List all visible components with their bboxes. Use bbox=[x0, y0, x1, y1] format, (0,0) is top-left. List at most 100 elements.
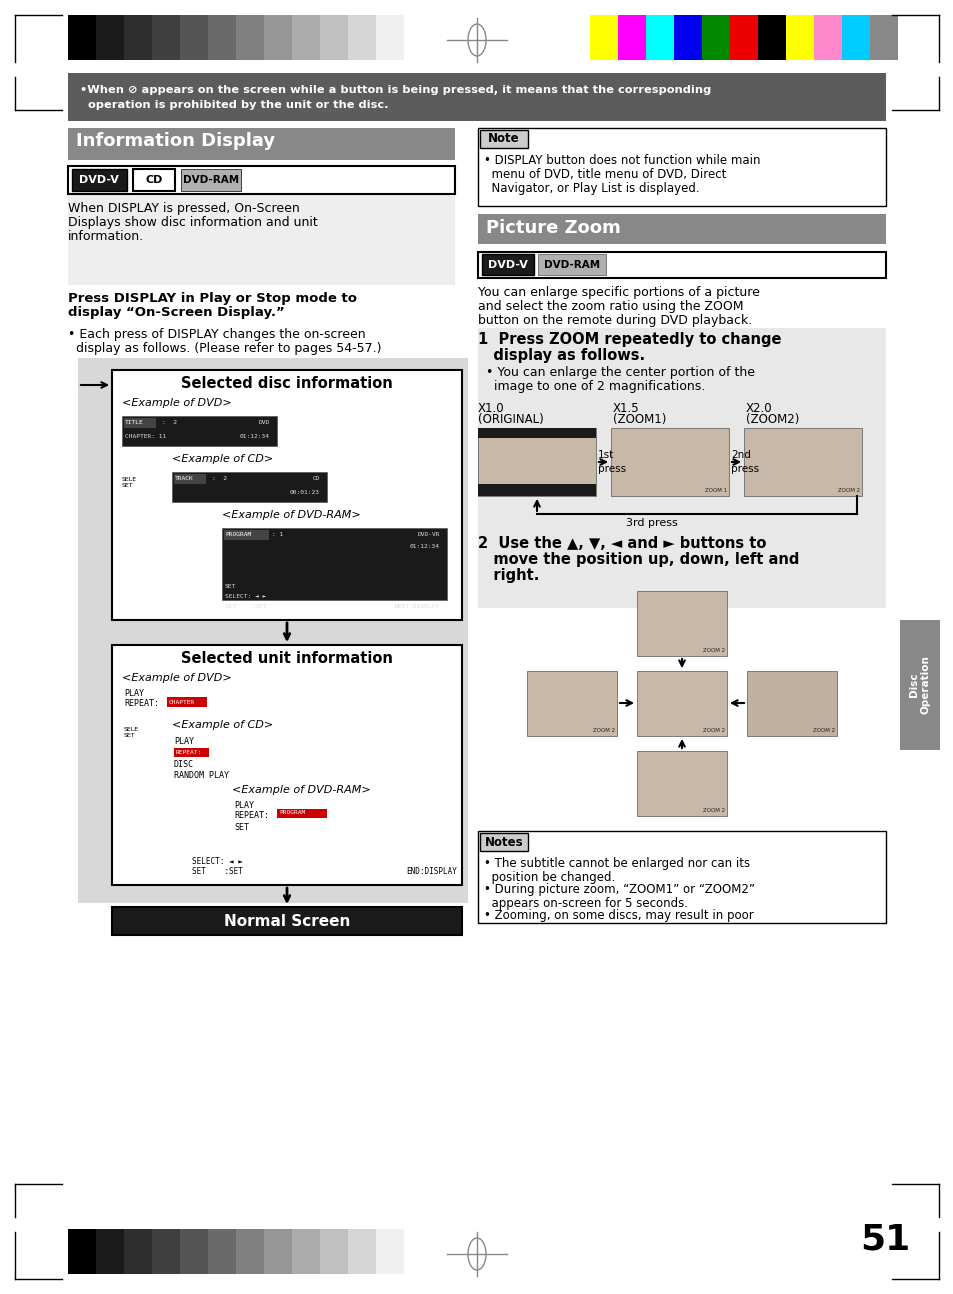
Text: X2.0: X2.0 bbox=[745, 402, 772, 415]
Bar bbox=[899, 620, 939, 751]
Bar bbox=[68, 72, 885, 122]
Bar bbox=[813, 16, 841, 60]
Text: X1.0: X1.0 bbox=[477, 402, 504, 415]
Bar bbox=[348, 1229, 375, 1275]
Text: move the position up, down, left and: move the position up, down, left and bbox=[477, 553, 799, 567]
Bar bbox=[152, 16, 180, 60]
Text: menu of DVD, title menu of DVD, Direct: menu of DVD, title menu of DVD, Direct bbox=[483, 168, 725, 181]
Text: ZOOM 2: ZOOM 2 bbox=[702, 727, 724, 732]
Text: Press DISPLAY in Play or Stop mode to: Press DISPLAY in Play or Stop mode to bbox=[68, 292, 356, 305]
Text: 1  Press ZOOM repeatedly to change: 1 Press ZOOM repeatedly to change bbox=[477, 333, 781, 347]
Bar bbox=[477, 327, 885, 608]
Text: SET    :SET: SET :SET bbox=[192, 867, 243, 876]
Bar bbox=[479, 129, 527, 148]
Bar bbox=[375, 16, 403, 60]
Text: REPEAT:: REPEAT: bbox=[124, 699, 159, 708]
Bar bbox=[526, 672, 617, 736]
Text: DISC: DISC bbox=[173, 760, 193, 769]
Text: : 1: : 1 bbox=[272, 533, 283, 537]
Bar bbox=[172, 472, 327, 502]
Text: <Example of DVD>: <Example of DVD> bbox=[122, 399, 232, 408]
Text: REPEAT:: REPEAT: bbox=[233, 811, 269, 820]
Bar bbox=[180, 1229, 208, 1275]
Bar bbox=[235, 16, 264, 60]
Bar bbox=[477, 214, 885, 245]
Text: SELECT: ◄ ►: SELECT: ◄ ► bbox=[225, 594, 266, 599]
Text: 01:12:34: 01:12:34 bbox=[410, 543, 439, 549]
Text: • Each press of DISPLAY changes the on-screen: • Each press of DISPLAY changes the on-s… bbox=[68, 327, 365, 342]
Text: 2nd: 2nd bbox=[730, 450, 750, 459]
Text: Navigator, or Play List is displayed.: Navigator, or Play List is displayed. bbox=[483, 182, 699, 195]
Bar bbox=[637, 672, 726, 736]
Text: PLAY: PLAY bbox=[173, 738, 193, 747]
Text: 3rd press: 3rd press bbox=[625, 518, 677, 528]
Text: appears on-screen for 5 seconds.: appears on-screen for 5 seconds. bbox=[483, 897, 687, 910]
Text: Selected unit information: Selected unit information bbox=[181, 651, 393, 666]
Text: You can enlarge specific portions of a picture: You can enlarge specific portions of a p… bbox=[477, 286, 760, 299]
Text: SET    :SET: SET :SET bbox=[225, 603, 266, 608]
Text: <Example of CD>: <Example of CD> bbox=[172, 454, 273, 465]
Text: X1.5: X1.5 bbox=[613, 402, 639, 415]
Text: SELECT: ◄ ►: SELECT: ◄ ► bbox=[192, 857, 243, 866]
Text: display as follows.: display as follows. bbox=[477, 348, 644, 364]
Text: right.: right. bbox=[477, 568, 538, 584]
Bar bbox=[124, 418, 156, 428]
Text: SELE
SET: SELE SET bbox=[124, 727, 139, 738]
Text: information.: information. bbox=[68, 230, 144, 243]
Text: SELE
SET: SELE SET bbox=[122, 477, 137, 488]
Bar bbox=[477, 428, 596, 437]
Text: (ORIGINAL): (ORIGINAL) bbox=[477, 413, 543, 426]
Text: •When ⊘ appears on the screen while a button is being pressed, it means that the: •When ⊘ appears on the screen while a bu… bbox=[80, 85, 711, 94]
Text: 2  Use the ▲, ▼, ◄ and ► buttons to: 2 Use the ▲, ▼, ◄ and ► buttons to bbox=[477, 536, 765, 551]
Bar bbox=[319, 16, 348, 60]
Bar bbox=[208, 1229, 235, 1275]
Text: :  2: : 2 bbox=[212, 476, 227, 481]
Text: <Example of DVD-RAM>: <Example of DVD-RAM> bbox=[222, 510, 360, 520]
Bar bbox=[479, 833, 527, 851]
Text: Picture Zoom: Picture Zoom bbox=[485, 219, 620, 237]
Bar bbox=[68, 16, 96, 60]
Bar bbox=[477, 428, 596, 496]
Text: button on the remote during DVD playback.: button on the remote during DVD playback… bbox=[477, 314, 752, 327]
Bar bbox=[701, 16, 729, 60]
Bar bbox=[673, 16, 701, 60]
Text: 00:01:23: 00:01:23 bbox=[290, 489, 319, 494]
Bar bbox=[785, 16, 813, 60]
Text: NEXT:DISPLAY: NEXT:DISPLAY bbox=[395, 603, 439, 608]
Bar bbox=[152, 1229, 180, 1275]
Bar bbox=[180, 16, 208, 60]
Text: press: press bbox=[730, 465, 759, 474]
Bar bbox=[132, 170, 174, 192]
Bar bbox=[173, 474, 206, 484]
Text: and select the zoom ratio using the ZOOM: and select the zoom ratio using the ZOOM bbox=[477, 300, 742, 313]
Text: PLAY: PLAY bbox=[233, 801, 253, 810]
Text: <Example of DVD>: <Example of DVD> bbox=[122, 673, 232, 683]
Bar bbox=[68, 1229, 96, 1275]
Bar bbox=[112, 370, 461, 620]
Bar bbox=[68, 128, 455, 160]
Text: • You can enlarge the center portion of the: • You can enlarge the center portion of … bbox=[485, 366, 754, 379]
Text: END:DISPLAY: END:DISPLAY bbox=[406, 867, 456, 876]
Bar bbox=[758, 16, 785, 60]
Bar bbox=[481, 254, 534, 276]
Bar bbox=[477, 484, 596, 496]
Bar bbox=[637, 591, 726, 656]
Bar bbox=[264, 16, 292, 60]
Text: ZOOM 2: ZOOM 2 bbox=[702, 647, 724, 652]
Bar bbox=[645, 16, 673, 60]
Text: Selected disc information: Selected disc information bbox=[181, 377, 393, 391]
Bar bbox=[235, 1229, 264, 1275]
Bar bbox=[124, 16, 152, 60]
Text: DVD-V: DVD-V bbox=[79, 175, 119, 185]
Bar bbox=[292, 1229, 319, 1275]
Bar bbox=[637, 751, 726, 817]
Bar bbox=[173, 748, 209, 757]
Bar bbox=[208, 16, 235, 60]
Text: operation is prohibited by the unit or the disc.: operation is prohibited by the unit or t… bbox=[80, 100, 388, 110]
Bar bbox=[68, 166, 455, 194]
Bar bbox=[68, 195, 455, 285]
Text: :  2: : 2 bbox=[162, 421, 177, 426]
Text: Displays show disc information and unit: Displays show disc information and unit bbox=[68, 216, 317, 229]
Text: ZOOM 2: ZOOM 2 bbox=[702, 807, 724, 813]
Text: • The subtitle cannot be enlarged nor can its: • The subtitle cannot be enlarged nor ca… bbox=[483, 857, 749, 870]
